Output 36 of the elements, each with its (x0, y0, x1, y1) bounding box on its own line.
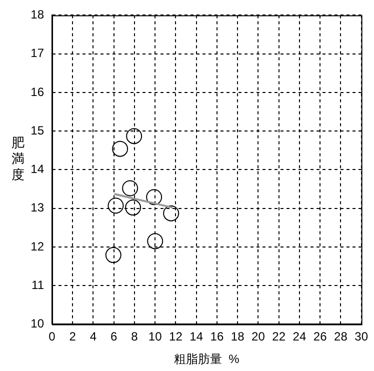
x-axis-title: 粗脂肪量 % (174, 352, 240, 366)
y-tick-label: 16 (30, 84, 44, 99)
y-tick-label: 12 (30, 239, 44, 254)
x-tick-label: 22 (272, 330, 286, 344)
x-tick-label: 2 (69, 330, 76, 344)
point (125, 200, 142, 216)
x-tick-label: 18 (230, 330, 245, 344)
y-tick-label: 14 (30, 162, 44, 176)
x-tick-label: 26 (313, 330, 328, 344)
y-axis-title: 肥満度 (10, 136, 26, 184)
y-tick-label: 11 (32, 278, 44, 292)
x-tick-label: 16 (210, 330, 224, 344)
x-tick-label: 24 (292, 330, 306, 344)
point (112, 140, 128, 157)
point (105, 247, 122, 264)
x-tick-label: 0 (48, 330, 56, 344)
y-tick-label: 17 (30, 46, 44, 60)
point (146, 189, 162, 206)
x-tick-label: 8 (131, 330, 138, 344)
y-tick-label: 13 (30, 200, 44, 215)
x-tick-label: 10 (148, 330, 162, 344)
point (108, 198, 124, 214)
x-tick-label: 6 (110, 330, 118, 344)
y-tick-label: 10 (30, 316, 44, 331)
x-tick-label: 28 (334, 330, 348, 344)
point (163, 205, 180, 222)
x-tick-label: 4 (90, 330, 97, 344)
point (122, 180, 138, 196)
y-tick-label: 15 (30, 123, 44, 138)
x-tick-label: 20 (252, 330, 266, 344)
point (147, 233, 164, 250)
x-tick-label: 14 (190, 330, 204, 344)
y-tick-label: 18 (30, 8, 44, 22)
point (126, 128, 142, 144)
x-tick-label: 12 (169, 330, 183, 344)
x-tick-label: 30 (354, 330, 368, 344)
